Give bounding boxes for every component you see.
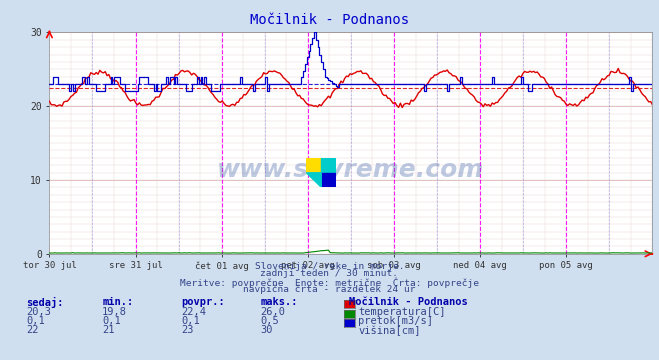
Text: navpična črta - razdelek 24 ur: navpična črta - razdelek 24 ur (243, 284, 416, 294)
Text: 0,1: 0,1 (181, 316, 200, 326)
Text: maks.:: maks.: (260, 297, 298, 307)
Text: 26,0: 26,0 (260, 307, 285, 317)
Text: 30: 30 (260, 325, 273, 336)
Text: 0,1: 0,1 (26, 316, 45, 326)
Text: sedaj:: sedaj: (26, 297, 64, 308)
Text: temperatura[C]: temperatura[C] (358, 307, 446, 317)
Text: 0,5: 0,5 (260, 316, 279, 326)
Text: www.si-vreme.com: www.si-vreme.com (217, 158, 484, 182)
Text: Meritve: povprečne  Enote: metrične  Črta: povprečje: Meritve: povprečne Enote: metrične Črta:… (180, 277, 479, 288)
Text: povpr.:: povpr.: (181, 297, 225, 307)
Bar (322, 158, 336, 173)
Text: Močilnik - Podnanos: Močilnik - Podnanos (250, 13, 409, 27)
Bar (322, 173, 336, 187)
Text: višina[cm]: višina[cm] (358, 325, 421, 336)
Text: pretok[m3/s]: pretok[m3/s] (358, 316, 434, 326)
Polygon shape (306, 173, 322, 187)
Text: 22,4: 22,4 (181, 307, 206, 317)
Text: 19,8: 19,8 (102, 307, 127, 317)
Text: 22: 22 (26, 325, 39, 336)
Text: Slovenija / reke in morje.: Slovenija / reke in morje. (255, 262, 404, 271)
Text: 0,1: 0,1 (102, 316, 121, 326)
Text: 23: 23 (181, 325, 194, 336)
Text: zadnji teden / 30 minut.: zadnji teden / 30 minut. (260, 269, 399, 278)
Text: Močilnik - Podnanos: Močilnik - Podnanos (349, 297, 468, 307)
Bar (306, 158, 322, 173)
Text: 21: 21 (102, 325, 115, 336)
Text: 20,3: 20,3 (26, 307, 51, 317)
Text: min.:: min.: (102, 297, 133, 307)
